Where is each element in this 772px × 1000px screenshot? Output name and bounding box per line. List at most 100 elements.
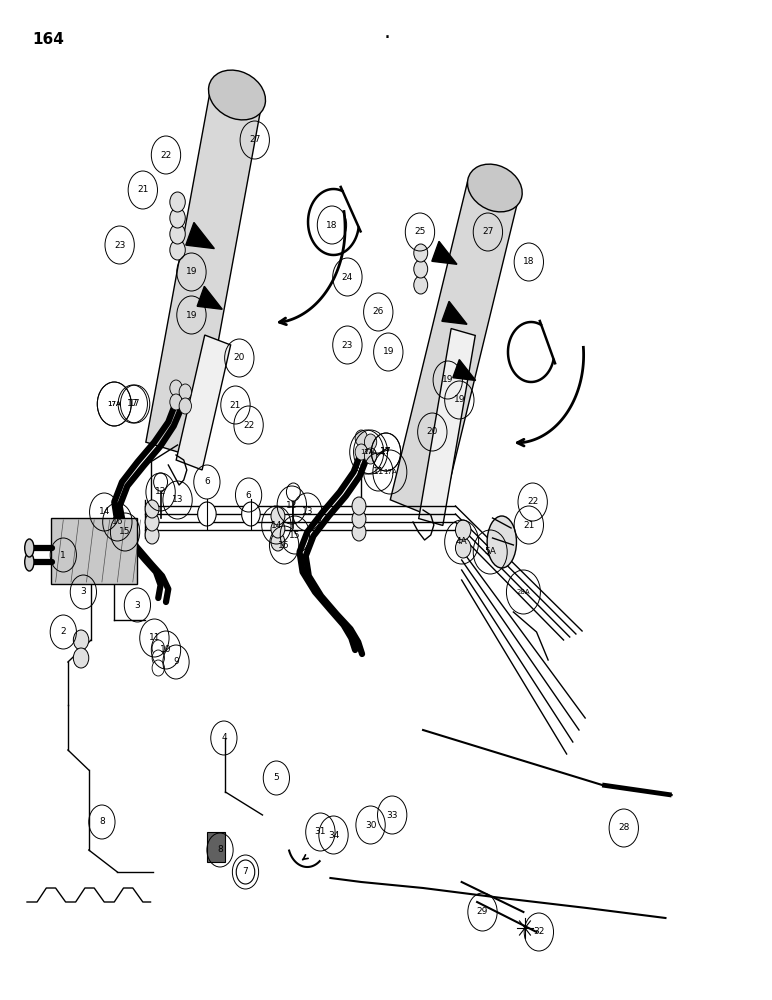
Circle shape [170,240,185,260]
Text: 22: 22 [243,420,254,430]
Circle shape [198,502,216,526]
Text: 16: 16 [279,540,290,550]
Text: 164: 164 [32,32,64,47]
Text: 20: 20 [427,428,438,436]
Circle shape [364,434,377,450]
Text: 27: 27 [249,135,260,144]
Circle shape [73,630,89,650]
Polygon shape [391,182,517,520]
Text: 2: 2 [60,628,66,637]
Text: 30: 30 [365,820,376,830]
Ellipse shape [25,539,34,557]
Circle shape [414,260,428,278]
Circle shape [236,860,255,884]
Text: 17A: 17A [107,401,121,407]
Circle shape [170,224,185,244]
Circle shape [352,510,366,528]
Polygon shape [197,286,222,309]
Text: 3: 3 [80,587,86,596]
Ellipse shape [468,164,522,212]
Text: 12: 12 [286,500,297,510]
Polygon shape [453,360,476,380]
Text: 21: 21 [230,400,241,410]
Text: 17A: 17A [107,401,121,407]
Circle shape [352,523,366,541]
Text: 20: 20 [234,354,245,362]
Circle shape [242,502,260,526]
Text: 31: 31 [315,828,326,836]
Text: 5: 5 [273,774,279,782]
Circle shape [152,650,164,666]
Text: 28: 28 [618,824,629,832]
FancyBboxPatch shape [51,518,137,584]
Text: 15: 15 [120,528,130,536]
Circle shape [170,208,185,228]
Text: 22: 22 [161,150,171,159]
Circle shape [179,384,191,400]
Text: 28A: 28A [516,589,530,595]
Text: 29: 29 [477,908,488,916]
Text: 23: 23 [342,340,353,350]
Text: 8: 8 [99,818,105,826]
Circle shape [145,500,159,518]
Text: 33: 33 [387,810,398,820]
Text: 24: 24 [342,272,353,282]
Text: 27: 27 [482,228,493,236]
Text: 26: 26 [373,308,384,316]
Text: 17: 17 [381,448,391,456]
Text: 19: 19 [442,375,453,384]
FancyBboxPatch shape [207,832,225,862]
Circle shape [271,533,285,551]
Text: 21: 21 [137,186,148,194]
Text: 18: 18 [523,257,534,266]
Text: 17A: 17A [360,449,374,455]
Circle shape [145,526,159,544]
Text: 3: 3 [134,600,141,609]
Circle shape [145,513,159,531]
Text: 17A: 17A [383,469,397,475]
Circle shape [152,660,164,676]
Circle shape [170,394,182,410]
Circle shape [271,507,285,525]
Text: 14: 14 [271,520,282,530]
Text: 6: 6 [204,478,210,487]
Circle shape [73,648,89,668]
Text: 19: 19 [186,310,197,320]
Text: 19: 19 [454,395,465,404]
Text: 23: 23 [114,240,125,249]
Text: 11: 11 [149,634,160,643]
Text: 16: 16 [112,518,123,526]
Polygon shape [418,329,476,525]
Text: 6: 6 [245,490,252,499]
Polygon shape [186,222,215,249]
Text: 9: 9 [173,658,179,666]
Text: 1: 1 [60,550,66,560]
Text: 8: 8 [217,846,223,854]
Text: 11: 11 [373,468,384,477]
Circle shape [154,473,168,491]
Text: 15: 15 [290,530,300,540]
Circle shape [352,497,366,515]
Text: 10: 10 [161,646,171,654]
Text: 13: 13 [302,508,313,516]
Text: 7: 7 [242,867,249,876]
Ellipse shape [25,553,34,571]
Text: 13: 13 [172,495,183,504]
Circle shape [455,538,471,558]
Text: 22: 22 [527,497,538,506]
Circle shape [170,380,182,396]
Text: 4A: 4A [455,538,468,546]
Circle shape [364,448,377,464]
Polygon shape [442,301,467,324]
Text: 5A: 5A [484,548,496,556]
Ellipse shape [487,516,516,568]
Circle shape [271,520,285,538]
Circle shape [414,276,428,294]
Circle shape [355,444,367,460]
Text: 19: 19 [383,348,394,357]
Text: 17A: 17A [364,449,378,455]
Text: 34: 34 [328,830,339,840]
Polygon shape [432,241,457,264]
Text: 17: 17 [127,399,138,408]
Polygon shape [146,92,261,458]
